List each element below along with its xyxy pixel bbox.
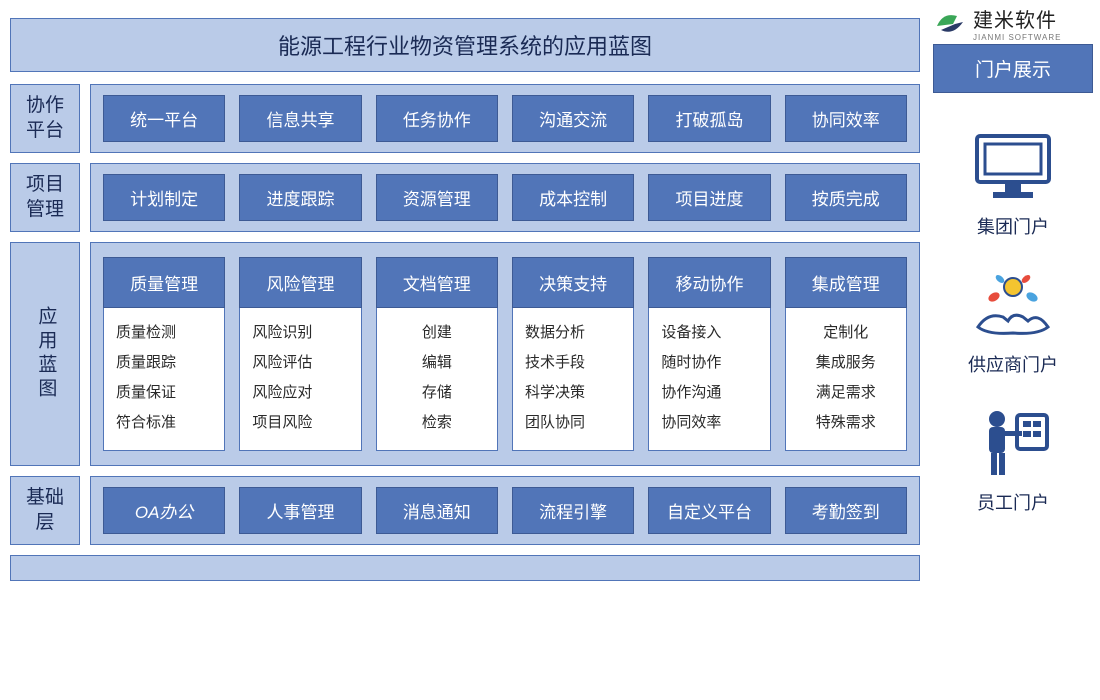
pill: 成本控制 xyxy=(512,174,634,221)
list-item: 集成服务 xyxy=(798,348,894,378)
pill: 沟通交流 xyxy=(512,95,634,142)
hands-icon xyxy=(933,267,1093,345)
col-head: 决策支持 xyxy=(512,257,634,308)
pill: 自定义平台 xyxy=(648,487,770,534)
list-item: 科学决策 xyxy=(525,378,621,408)
pill: 信息共享 xyxy=(239,95,361,142)
pill: 考勤签到 xyxy=(785,487,907,534)
col-body: 设备接入 随时协作 协作沟通 协同效率 xyxy=(648,308,770,451)
list-item: 质量检测 xyxy=(116,318,212,348)
logo: 建米软件 JIANMI SOFTWARE xyxy=(933,4,1093,42)
list-item: 存储 xyxy=(389,378,485,408)
logo-text-en: JIANMI SOFTWARE xyxy=(973,33,1061,42)
row-label-foundation: 基础 层 xyxy=(10,476,80,545)
monitor-icon xyxy=(933,129,1093,207)
col-head: 风险管理 xyxy=(239,257,361,308)
row-body-collab: 统一平台 信息共享 任务协作 沟通交流 打破孤岛 协同效率 xyxy=(90,84,920,153)
pill: 任务协作 xyxy=(376,95,498,142)
portal-label: 集团门户 xyxy=(933,213,1093,239)
row-label-project: 项目 管理 xyxy=(10,163,80,232)
sidebar: 建米软件 JIANMI SOFTWARE 门户展示 集团门户 xyxy=(933,4,1093,515)
col-integration: 集成管理 定制化 集成服务 满足需求 特殊需求 xyxy=(785,257,907,451)
list-item: 满足需求 xyxy=(798,378,894,408)
list-item: 编辑 xyxy=(389,348,485,378)
pill: 按质完成 xyxy=(785,174,907,221)
list-item: 质量保证 xyxy=(116,378,212,408)
row-foundation: 基础 层 OA办公 人事管理 消息通知 流程引擎 自定义平台 考勤签到 xyxy=(10,476,920,545)
col-head: 质量管理 xyxy=(103,257,225,308)
col-risk: 风险管理 风险识别 风险评估 风险应对 项目风险 xyxy=(239,257,361,451)
row-blueprint: 应用蓝图 质量管理 质量检测 质量跟踪 质量保证 符合标准 风险管理 风险识别 … xyxy=(10,242,920,466)
pill: 计划制定 xyxy=(103,174,225,221)
portal-supplier: 供应商门户 xyxy=(933,267,1093,377)
col-doc: 文档管理 创建 编辑 存储 检索 xyxy=(376,257,498,451)
col-head: 文档管理 xyxy=(376,257,498,308)
pill: 统一平台 xyxy=(103,95,225,142)
diagram-title: 能源工程行业物资管理系统的应用蓝图 xyxy=(10,18,920,72)
main-diagram: 能源工程行业物资管理系统的应用蓝图 协作 平台 统一平台 信息共享 任务协作 沟… xyxy=(10,18,920,581)
list-item: 特殊需求 xyxy=(798,408,894,438)
pill: 人事管理 xyxy=(239,487,361,534)
list-item: 团队协同 xyxy=(525,408,621,438)
col-mobile: 移动协作 设备接入 随时协作 协作沟通 协同效率 xyxy=(648,257,770,451)
list-item: 风险评估 xyxy=(252,348,348,378)
footer-bar xyxy=(10,555,920,581)
pill: 打破孤岛 xyxy=(648,95,770,142)
list-item: 创建 xyxy=(389,318,485,348)
list-item: 风险识别 xyxy=(252,318,348,348)
list-item: 质量跟踪 xyxy=(116,348,212,378)
row-label-blueprint: 应用蓝图 xyxy=(10,242,80,466)
portal-label: 员工门户 xyxy=(933,489,1093,515)
pill: 协同效率 xyxy=(785,95,907,142)
portal-group: 集团门户 xyxy=(933,129,1093,239)
list-item: 项目风险 xyxy=(252,408,348,438)
row-collab: 协作 平台 统一平台 信息共享 任务协作 沟通交流 打破孤岛 协同效率 xyxy=(10,84,920,153)
col-head: 移动协作 xyxy=(648,257,770,308)
row-label-collab: 协作 平台 xyxy=(10,84,80,153)
col-decision: 决策支持 数据分析 技术手段 科学决策 团队协同 xyxy=(512,257,634,451)
row-body-project: 计划制定 进度跟踪 资源管理 成本控制 项目进度 按质完成 xyxy=(90,163,920,232)
row-project: 项目 管理 计划制定 进度跟踪 资源管理 成本控制 项目进度 按质完成 xyxy=(10,163,920,232)
portal-label: 供应商门户 xyxy=(933,351,1093,377)
pill: 流程引擎 xyxy=(512,487,634,534)
list-item: 符合标准 xyxy=(116,408,212,438)
logo-text-cn: 建米软件 xyxy=(973,4,1061,33)
col-head: 集成管理 xyxy=(785,257,907,308)
worker-icon xyxy=(933,405,1093,483)
list-item: 随时协作 xyxy=(661,348,757,378)
list-item: 协同效率 xyxy=(661,408,757,438)
list-item: 定制化 xyxy=(798,318,894,348)
list-item: 协作沟通 xyxy=(661,378,757,408)
list-item: 检索 xyxy=(389,408,485,438)
pill: OA办公 xyxy=(103,487,225,534)
pill: 消息通知 xyxy=(376,487,498,534)
sidebar-title: 门户展示 xyxy=(933,44,1093,93)
portal-employee: 员工门户 xyxy=(933,405,1093,515)
list-item: 技术手段 xyxy=(525,348,621,378)
pill: 资源管理 xyxy=(376,174,498,221)
row-body-foundation: OA办公 人事管理 消息通知 流程引擎 自定义平台 考勤签到 xyxy=(90,476,920,545)
list-item: 数据分析 xyxy=(525,318,621,348)
col-body: 数据分析 技术手段 科学决策 团队协同 xyxy=(512,308,634,451)
col-body: 创建 编辑 存储 检索 xyxy=(376,308,498,451)
col-body: 风险识别 风险评估 风险应对 项目风险 xyxy=(239,308,361,451)
col-body: 质量检测 质量跟踪 质量保证 符合标准 xyxy=(103,308,225,451)
list-item: 风险应对 xyxy=(252,378,348,408)
list-item: 设备接入 xyxy=(661,318,757,348)
col-quality: 质量管理 质量检测 质量跟踪 质量保证 符合标准 xyxy=(103,257,225,451)
logo-icon xyxy=(933,6,967,40)
row-body-blueprint: 质量管理 质量检测 质量跟踪 质量保证 符合标准 风险管理 风险识别 风险评估 … xyxy=(90,242,920,466)
col-body: 定制化 集成服务 满足需求 特殊需求 xyxy=(785,308,907,451)
pill: 项目进度 xyxy=(648,174,770,221)
pill: 进度跟踪 xyxy=(239,174,361,221)
